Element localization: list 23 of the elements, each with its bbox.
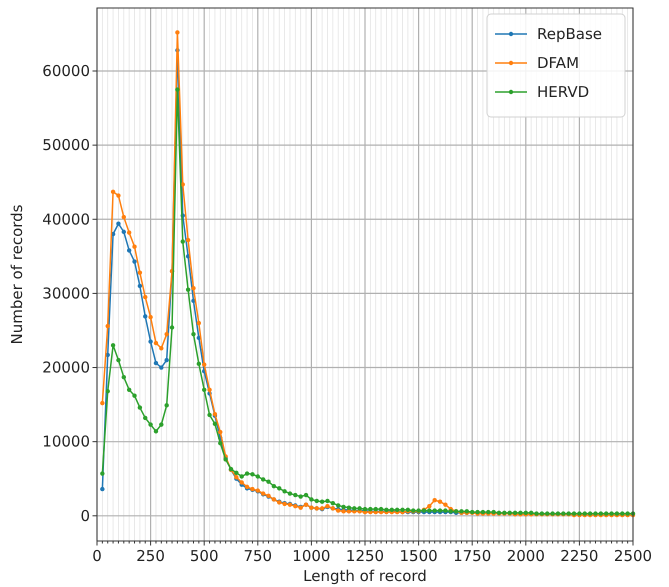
y-tick-label: 60000: [42, 62, 90, 80]
y-tick-label: 50000: [42, 136, 90, 154]
x-axis-title: Length of record: [303, 567, 427, 585]
x-tick-label: 500: [190, 547, 219, 565]
y-axis-title: Number of records: [8, 204, 26, 344]
x-tick-label: 2250: [560, 547, 598, 565]
legend-label: RepBase: [537, 25, 602, 43]
legend-label: HERVD: [537, 83, 590, 101]
y-tick-label: 10000: [42, 432, 90, 451]
x-tick-label: 2500: [614, 547, 652, 565]
x-tick-label: 750: [243, 547, 272, 565]
x-tick-label: 1250: [346, 547, 384, 565]
x-tick-label: 1750: [453, 547, 492, 565]
y-tick-label: 40000: [42, 210, 90, 228]
y-tick-label: 30000: [42, 284, 90, 302]
x-tick-label: 2000: [506, 547, 545, 565]
x-tick-label: 250: [136, 547, 165, 565]
x-tick-label: 1000: [292, 547, 330, 565]
legend-label: DFAM: [537, 54, 580, 72]
y-tick-label: 20000: [42, 358, 90, 377]
x-tick-label: 0: [92, 547, 102, 565]
y-tick-label: 0: [80, 506, 90, 525]
x-tick-label: 1500: [400, 547, 438, 565]
